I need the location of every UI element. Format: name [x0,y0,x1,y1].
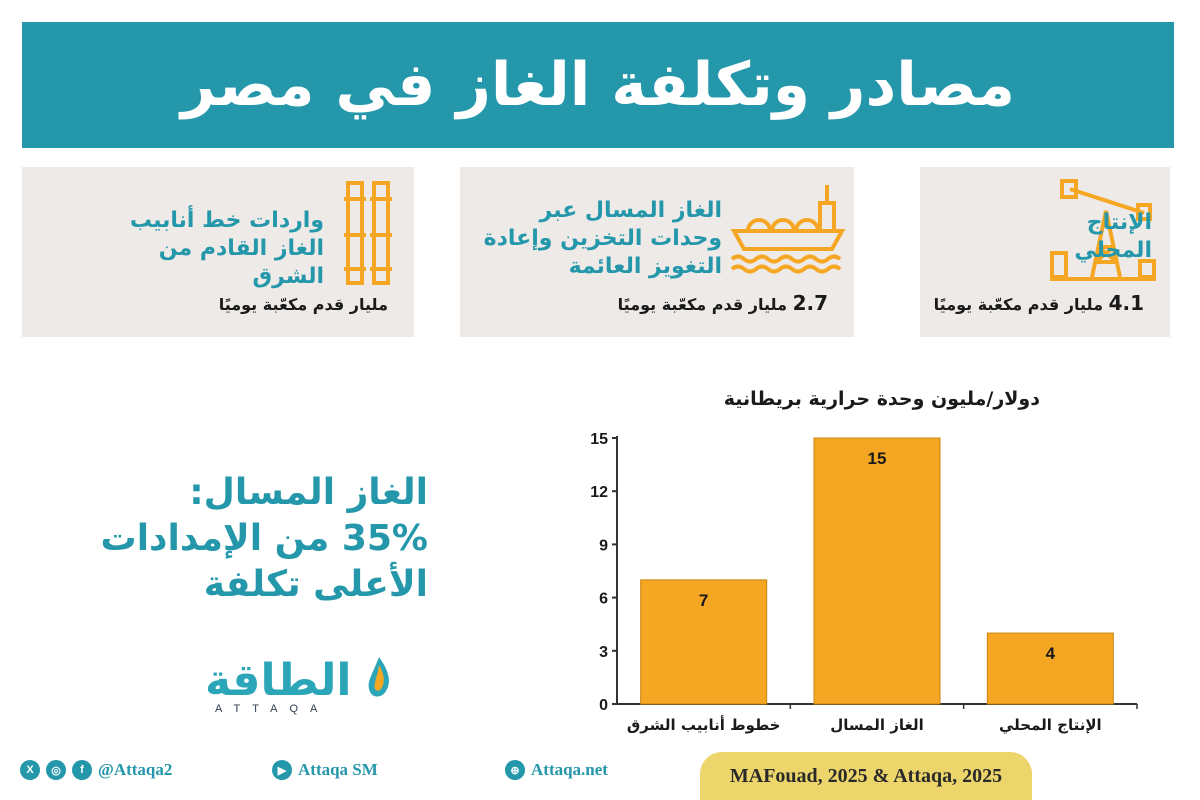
oil-pump-icon [1050,179,1156,281]
card-title: الإنتاج المحلي [1074,210,1152,263]
footer-youtube[interactable]: ▶ Attaqa SM [272,760,378,780]
chart-title: دولار/مليون وحدة حرارية بريطانية [723,388,1040,410]
source-text: MAFouad, 2025 & Attaqa, 2025 [729,764,1003,787]
lng-share-note: الغاز المسال: 35% من الإمدادات الأعلى تك… [101,470,428,608]
y-tick-label: 0 [599,697,608,714]
footer-website[interactable]: ⊕ Attaqa.net [505,760,608,780]
card-local-production: الإنتاج المحلي 4.1 مليار قدم مكعّبة يومي… [920,167,1170,337]
y-tick-label: 6 [599,591,608,608]
flame-drop-icon [368,657,389,697]
title-banner: مصادر وتكلفة الغاز في مصر [22,22,1174,148]
category-label: الغاز المسال [830,716,923,734]
note-line: الأعلى تكلفة [203,564,428,605]
bar [813,437,941,705]
bar-data-label: 15 [868,449,887,468]
page-title: مصادر وتكلفة الغاز في مصر [180,50,1016,120]
category-label: خطوط أنابيب الشرق [627,715,781,734]
instagram-icon[interactable]: ◎ [46,760,66,780]
bar [986,632,1114,705]
facebook-icon[interactable]: f [72,760,92,780]
bar-chart: 0 3 6 9 12 15 7 خطوط أنابيب الشرق 15 الغاز المسال… [590,431,1138,734]
bar-data-label: 4 [1046,644,1056,663]
attaqa-logo: الطاقة ATTAQA [205,655,395,715]
card-lng: الغاز المسال عبر وحدات التخزين وإعادة ال… [460,167,854,337]
category-label: الإنتاج المحلي [999,716,1102,734]
card-title: الغاز المسال عبر وحدات التخزين وإعادة ال… [483,198,722,279]
card-value: مليار قدم مكعّبة يوميًا [218,295,388,314]
logo-arabic: الطاقة [205,655,352,706]
lng-ship-icon [730,185,846,274]
globe-icon[interactable]: ⊕ [505,760,525,780]
social-handle: @Attaqa2 [98,760,173,779]
y-tick-label: 9 [599,537,608,554]
youtube-handle: Attaqa SM [298,760,378,779]
note-line: الغاز المسال: [189,472,428,513]
logo-english: ATTAQA [215,703,330,715]
source-badge: MAFouad, 2025 & Attaqa, 2025 [700,752,1032,800]
y-tick-label: 3 [599,644,608,661]
bar [640,579,768,705]
x-icon[interactable]: X [20,760,40,780]
bar-data-label: 7 [699,591,708,610]
y-tick-label: 12 [590,484,608,501]
website-link: Attaqa.net [531,760,608,779]
card-pipeline-imports: واردات خط أنابيب الغاز القادم من الشرق م… [22,167,414,337]
card-value: 4.1 مليار قدم مكعّبة يوميًا [933,291,1144,315]
youtube-icon[interactable]: ▶ [272,760,292,780]
note-line: 35% من الإمدادات [100,518,428,559]
y-tick-label: 15 [590,431,608,448]
pipeline-icon [344,181,392,285]
footer-social[interactable]: X ◎ f @Attaqa2 [20,760,172,780]
card-title: واردات خط أنابيب الغاز القادم من الشرق [129,208,324,289]
card-value: 2.7 مليار قدم مكعّبة يوميًا [617,291,828,315]
